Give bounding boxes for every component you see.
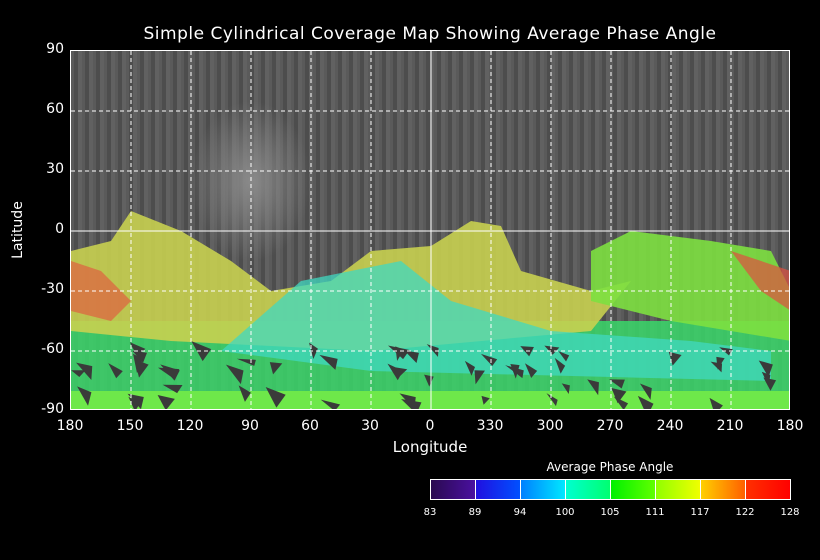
coverage-gap xyxy=(524,363,538,378)
coverage-gap xyxy=(71,370,86,378)
coverage-gap xyxy=(668,351,682,366)
coverage-gap xyxy=(162,384,183,394)
coverage-gap xyxy=(544,345,560,355)
colorbar-segment xyxy=(746,480,790,499)
colorbar xyxy=(430,479,791,500)
x-tick-label: 120 xyxy=(176,418,204,434)
y-axis-label: Latitude xyxy=(10,201,26,259)
colorbar-segment xyxy=(476,480,521,499)
map-title: Simple Cylindrical Coverage Map Showing … xyxy=(143,24,717,44)
coverage-gap xyxy=(611,387,627,404)
coverage-gap xyxy=(387,363,404,381)
coverage-gap xyxy=(401,399,422,409)
colorbar-segment xyxy=(701,480,746,499)
coverage-gap xyxy=(758,360,773,378)
coverage-gap xyxy=(319,354,338,370)
coverage-gap xyxy=(132,350,148,363)
coverage-gap xyxy=(157,394,175,409)
x-tick-label: 150 xyxy=(116,418,144,434)
x-tick-label: 300 xyxy=(536,418,564,434)
x-tick-label: 0 xyxy=(425,418,435,434)
coverage-gap xyxy=(320,399,341,409)
colorbar-tick-label: 128 xyxy=(780,507,800,518)
colorbar-segment xyxy=(656,480,701,499)
coverage-red-east xyxy=(731,251,789,310)
y-tick-label: -90 xyxy=(41,401,64,417)
x-tick-label: 30 xyxy=(361,418,379,434)
x-tick-label: 90 xyxy=(241,418,259,434)
coverage-gap xyxy=(481,395,490,405)
coverage-gap xyxy=(613,396,629,409)
coverage-gap xyxy=(191,341,212,362)
colorbar-segment xyxy=(566,480,611,499)
coverage-gap xyxy=(225,364,244,385)
coverage-gap xyxy=(561,383,570,395)
x-tick-label: 210 xyxy=(716,418,744,434)
x-tick-label: 330 xyxy=(476,418,504,434)
colorbar-tick-label: 94 xyxy=(513,507,527,518)
y-tick-label: 30 xyxy=(46,161,64,177)
coverage-gap xyxy=(426,344,439,357)
coverage-gap xyxy=(637,395,654,409)
colorbar-tick-label: 89 xyxy=(468,507,482,518)
coverage-map xyxy=(70,50,790,410)
y-tick-label: 60 xyxy=(46,101,64,117)
colorbar-segment xyxy=(431,480,476,499)
coverage-gap xyxy=(554,357,566,374)
coverage-gap xyxy=(709,397,723,409)
x-tick-label: 180 xyxy=(776,418,804,434)
y-tick-label: 90 xyxy=(46,41,64,57)
coverage-gap xyxy=(387,345,410,360)
coverage-gap xyxy=(464,360,476,376)
x-tick-label: 240 xyxy=(656,418,684,434)
coverage-gap xyxy=(474,370,485,385)
colorbar-segment xyxy=(611,480,656,499)
y-tick-label: -60 xyxy=(41,341,64,357)
colorbar-tick-label: 105 xyxy=(600,507,620,518)
colorbar-tick-label: 122 xyxy=(735,507,755,518)
coverage-gap xyxy=(763,377,777,391)
coverage-gap xyxy=(160,364,180,381)
coverage-gap xyxy=(77,386,92,406)
x-tick-label: 270 xyxy=(596,418,624,434)
coverage-gap xyxy=(108,363,123,379)
coverage-gap xyxy=(558,351,570,362)
colorbar-tick-label: 117 xyxy=(690,507,710,518)
colorbar-title: Average Phase Angle xyxy=(546,460,674,474)
coverage-gap xyxy=(587,379,599,396)
map-overlay xyxy=(71,51,789,409)
x-axis-label: Longitude xyxy=(392,438,468,456)
coverage-gap xyxy=(269,362,283,375)
coverage-gap xyxy=(128,396,140,409)
colorbar-tick-label: 100 xyxy=(555,507,575,518)
y-tick-label: -30 xyxy=(41,281,64,297)
coverage-gap xyxy=(238,385,251,402)
colorbar-segment xyxy=(521,480,566,499)
coverage-gap xyxy=(609,379,625,389)
colorbar-tick-label: 83 xyxy=(423,507,437,518)
coverage-gap xyxy=(404,350,419,364)
y-tick-label: 0 xyxy=(55,221,64,237)
coverage-gap xyxy=(546,393,558,407)
coverage-gap xyxy=(265,386,286,408)
colorbar-tick-label: 111 xyxy=(645,507,665,518)
x-tick-label: 60 xyxy=(301,418,319,434)
coverage-gap xyxy=(510,364,520,379)
coverage-gap xyxy=(134,359,149,378)
x-tick-label: 180 xyxy=(56,418,84,434)
coverage-gap xyxy=(639,383,652,400)
coverage-gap xyxy=(480,353,498,366)
coverage-gap xyxy=(710,361,723,373)
